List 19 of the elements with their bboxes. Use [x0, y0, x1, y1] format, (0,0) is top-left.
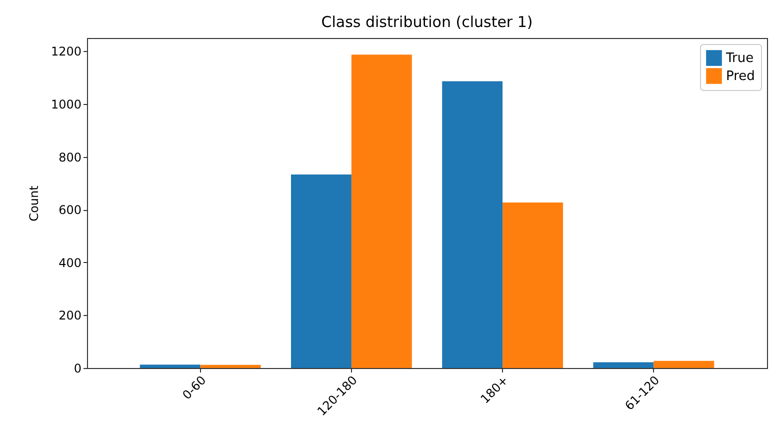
y-axis-title: Count: [26, 185, 41, 222]
bar: [593, 362, 654, 368]
legend-label: Pred: [726, 69, 755, 84]
bar: [502, 202, 563, 368]
bar: [351, 54, 412, 368]
y-tick-label: 800: [58, 150, 82, 164]
y-tick-label: 600: [58, 203, 82, 218]
y-tick-label: 1200: [50, 44, 82, 59]
bar: [442, 81, 503, 368]
y-tick-label: 1000: [50, 98, 82, 112]
chart-title: Class distribution (cluster 1): [321, 13, 533, 31]
y-tick-label: 400: [58, 256, 82, 270]
bar: [654, 360, 714, 368]
bar: [291, 174, 352, 368]
legend-label: True: [725, 51, 754, 66]
y-tick-label: 200: [58, 308, 82, 323]
bar: [140, 364, 200, 368]
y-tick-label: 0: [74, 362, 82, 376]
bar: [200, 364, 261, 368]
